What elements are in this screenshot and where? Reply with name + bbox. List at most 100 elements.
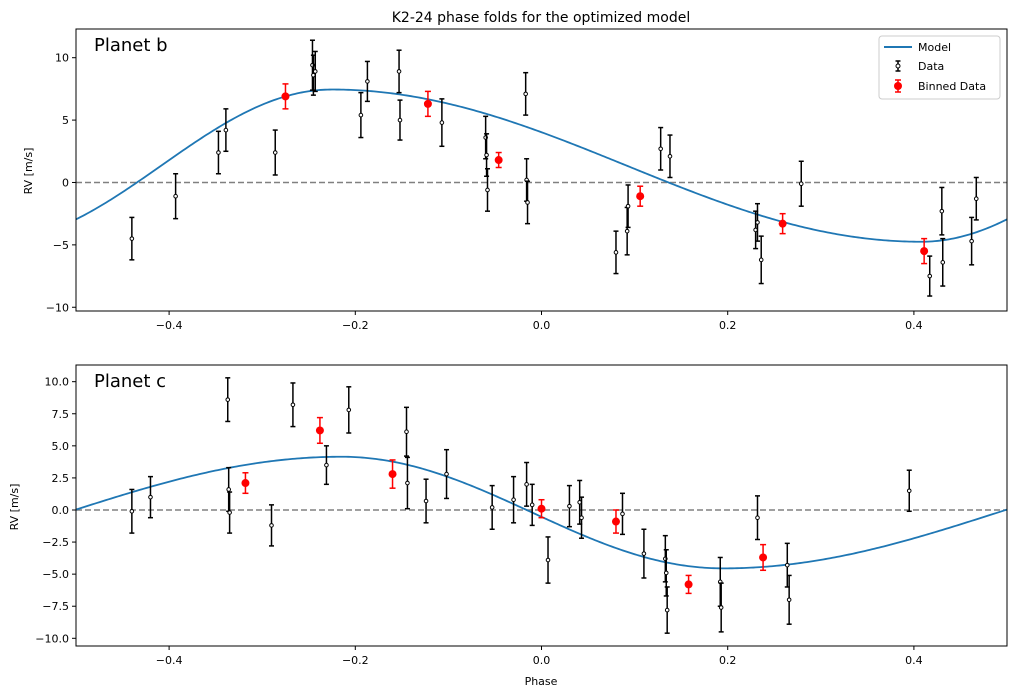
planet-b-model-curve	[76, 88, 1007, 243]
planet-c-x-tick-label: 0.4	[905, 654, 923, 667]
planet-b-data-point-30	[940, 237, 946, 287]
planet-c-data-point-10	[404, 456, 410, 510]
planet-c-data-point-8	[346, 386, 352, 434]
data-marker	[664, 607, 670, 613]
planet-c-data-point-11	[423, 478, 429, 524]
data-marker	[148, 494, 153, 500]
planet-b-data-point-29	[939, 186, 945, 236]
planet-b-data-point-7	[312, 50, 318, 93]
planet-b-data-point-31	[969, 216, 975, 266]
binned-marker	[537, 504, 546, 513]
data-marker	[223, 127, 229, 133]
planet-b-binned-point-5	[920, 237, 929, 265]
data-marker	[658, 146, 663, 152]
planet-b-x-tick-label: 0.2	[719, 319, 737, 332]
planet-b-data-point-20	[624, 206, 630, 256]
planet-c-data-point-12	[444, 448, 450, 500]
data-marker	[718, 605, 724, 610]
data-marker	[346, 407, 352, 413]
data-marker	[269, 523, 274, 528]
binned-marker	[423, 99, 432, 108]
planet-c-data-point-20	[579, 496, 585, 539]
planet-b-data-point-18	[525, 180, 531, 225]
planet-c-y-tick-label: 5.0	[52, 440, 70, 453]
planet-c-data-point-16	[529, 483, 535, 527]
data-marker	[969, 238, 974, 244]
data-marker	[489, 505, 495, 510]
planet-b-data-point-13	[483, 115, 489, 160]
planet-b-data-point-4	[272, 129, 278, 176]
planet-c-y-tick-label: −10.0	[35, 632, 69, 645]
planet-c-y-tick-label: 10.0	[45, 376, 70, 389]
data-marker	[358, 112, 364, 118]
planet-b-label: Planet b	[94, 35, 168, 56]
legend-binned-label: Binned Data	[918, 80, 986, 93]
data-marker	[524, 482, 529, 487]
planet-b-data-point-23	[667, 134, 673, 179]
planet-c-data-point-14	[511, 475, 517, 524]
legend-data-label: Data	[918, 60, 944, 73]
planet-b-data-point-0	[129, 216, 135, 261]
planet-b-data-point-5	[309, 39, 315, 91]
data-marker	[784, 562, 790, 568]
data-marker	[758, 257, 764, 263]
planet-b-data-point-1	[173, 172, 179, 220]
data-marker	[324, 462, 329, 468]
planet-b-data-point-21	[625, 184, 631, 229]
planet-b-data-point-14	[484, 133, 490, 177]
planet-c-panel: Planet c RV [m/s] Phase −0.4 −0.2 0.0 0.2 0.…	[8, 364, 1008, 688]
data-marker	[620, 511, 625, 517]
binned-marker	[920, 247, 929, 256]
planet-c-binned-point-5	[684, 574, 693, 595]
data-marker	[523, 91, 528, 97]
planet-b-binned-point-2	[494, 151, 503, 169]
data-marker	[567, 503, 572, 509]
planet-b-data-point-27	[798, 160, 804, 207]
data-marker	[312, 69, 318, 74]
planet-b-legend: Model Data Binned Data	[878, 35, 1001, 100]
planet-c-data-point-25	[664, 586, 670, 634]
data-marker	[444, 471, 449, 477]
planet-c-binned-point-1	[315, 416, 324, 445]
planet-c-y-tick-label: 7.5	[52, 408, 70, 421]
planet-b-data-point-15	[485, 168, 491, 212]
data-marker	[485, 187, 490, 193]
binned-marker	[494, 156, 503, 165]
planet-b-binned-point-1	[423, 90, 432, 118]
planet-b-binned-point-3	[636, 185, 645, 207]
planet-c-data-point-31	[906, 469, 912, 513]
planet-c-x-tick-label: 0.0	[533, 654, 551, 667]
planet-c-data-point-27	[718, 582, 724, 633]
data-marker	[272, 150, 278, 155]
planet-c-data-point-0	[129, 488, 135, 534]
planet-b-binned-point-0	[281, 83, 290, 110]
binned-marker	[778, 219, 787, 228]
data-marker	[396, 69, 402, 74]
data-marker	[511, 497, 516, 503]
data-marker	[525, 200, 530, 205]
data-marker	[613, 250, 619, 255]
planet-c-data-point-5	[269, 504, 275, 547]
planet-b-y-tick-label: 10	[55, 52, 69, 65]
planet-c-x-tick-label: 0.2	[719, 654, 737, 667]
planet-b-data-point-3	[223, 108, 229, 153]
planet-c-x-axis-label: Phase	[525, 675, 558, 688]
planet-c-y-tick-label: 2.5	[52, 472, 70, 485]
planet-b-data-point-8	[358, 91, 364, 139]
legend-binned-swatch	[894, 79, 902, 93]
binned-marker	[636, 192, 645, 201]
data-marker	[755, 515, 760, 520]
planet-b-data-point-32	[973, 176, 979, 221]
planet-b-x-tick-label: −0.2	[342, 319, 369, 332]
data-marker	[484, 152, 489, 158]
planet-b-y-tick-label: 0	[62, 176, 69, 189]
legend-data-swatch	[895, 60, 901, 72]
planet-c-x-tick-label: −0.2	[342, 654, 369, 667]
data-marker	[906, 488, 912, 494]
planet-b-data-point-16	[523, 71, 529, 116]
planet-b-data-point-11	[397, 99, 403, 141]
planet-c-data-point-30	[786, 574, 792, 625]
planet-c-y-tick-label: −2.5	[42, 536, 69, 549]
data-marker	[940, 260, 946, 265]
planet-c-data-point-6	[290, 382, 296, 428]
